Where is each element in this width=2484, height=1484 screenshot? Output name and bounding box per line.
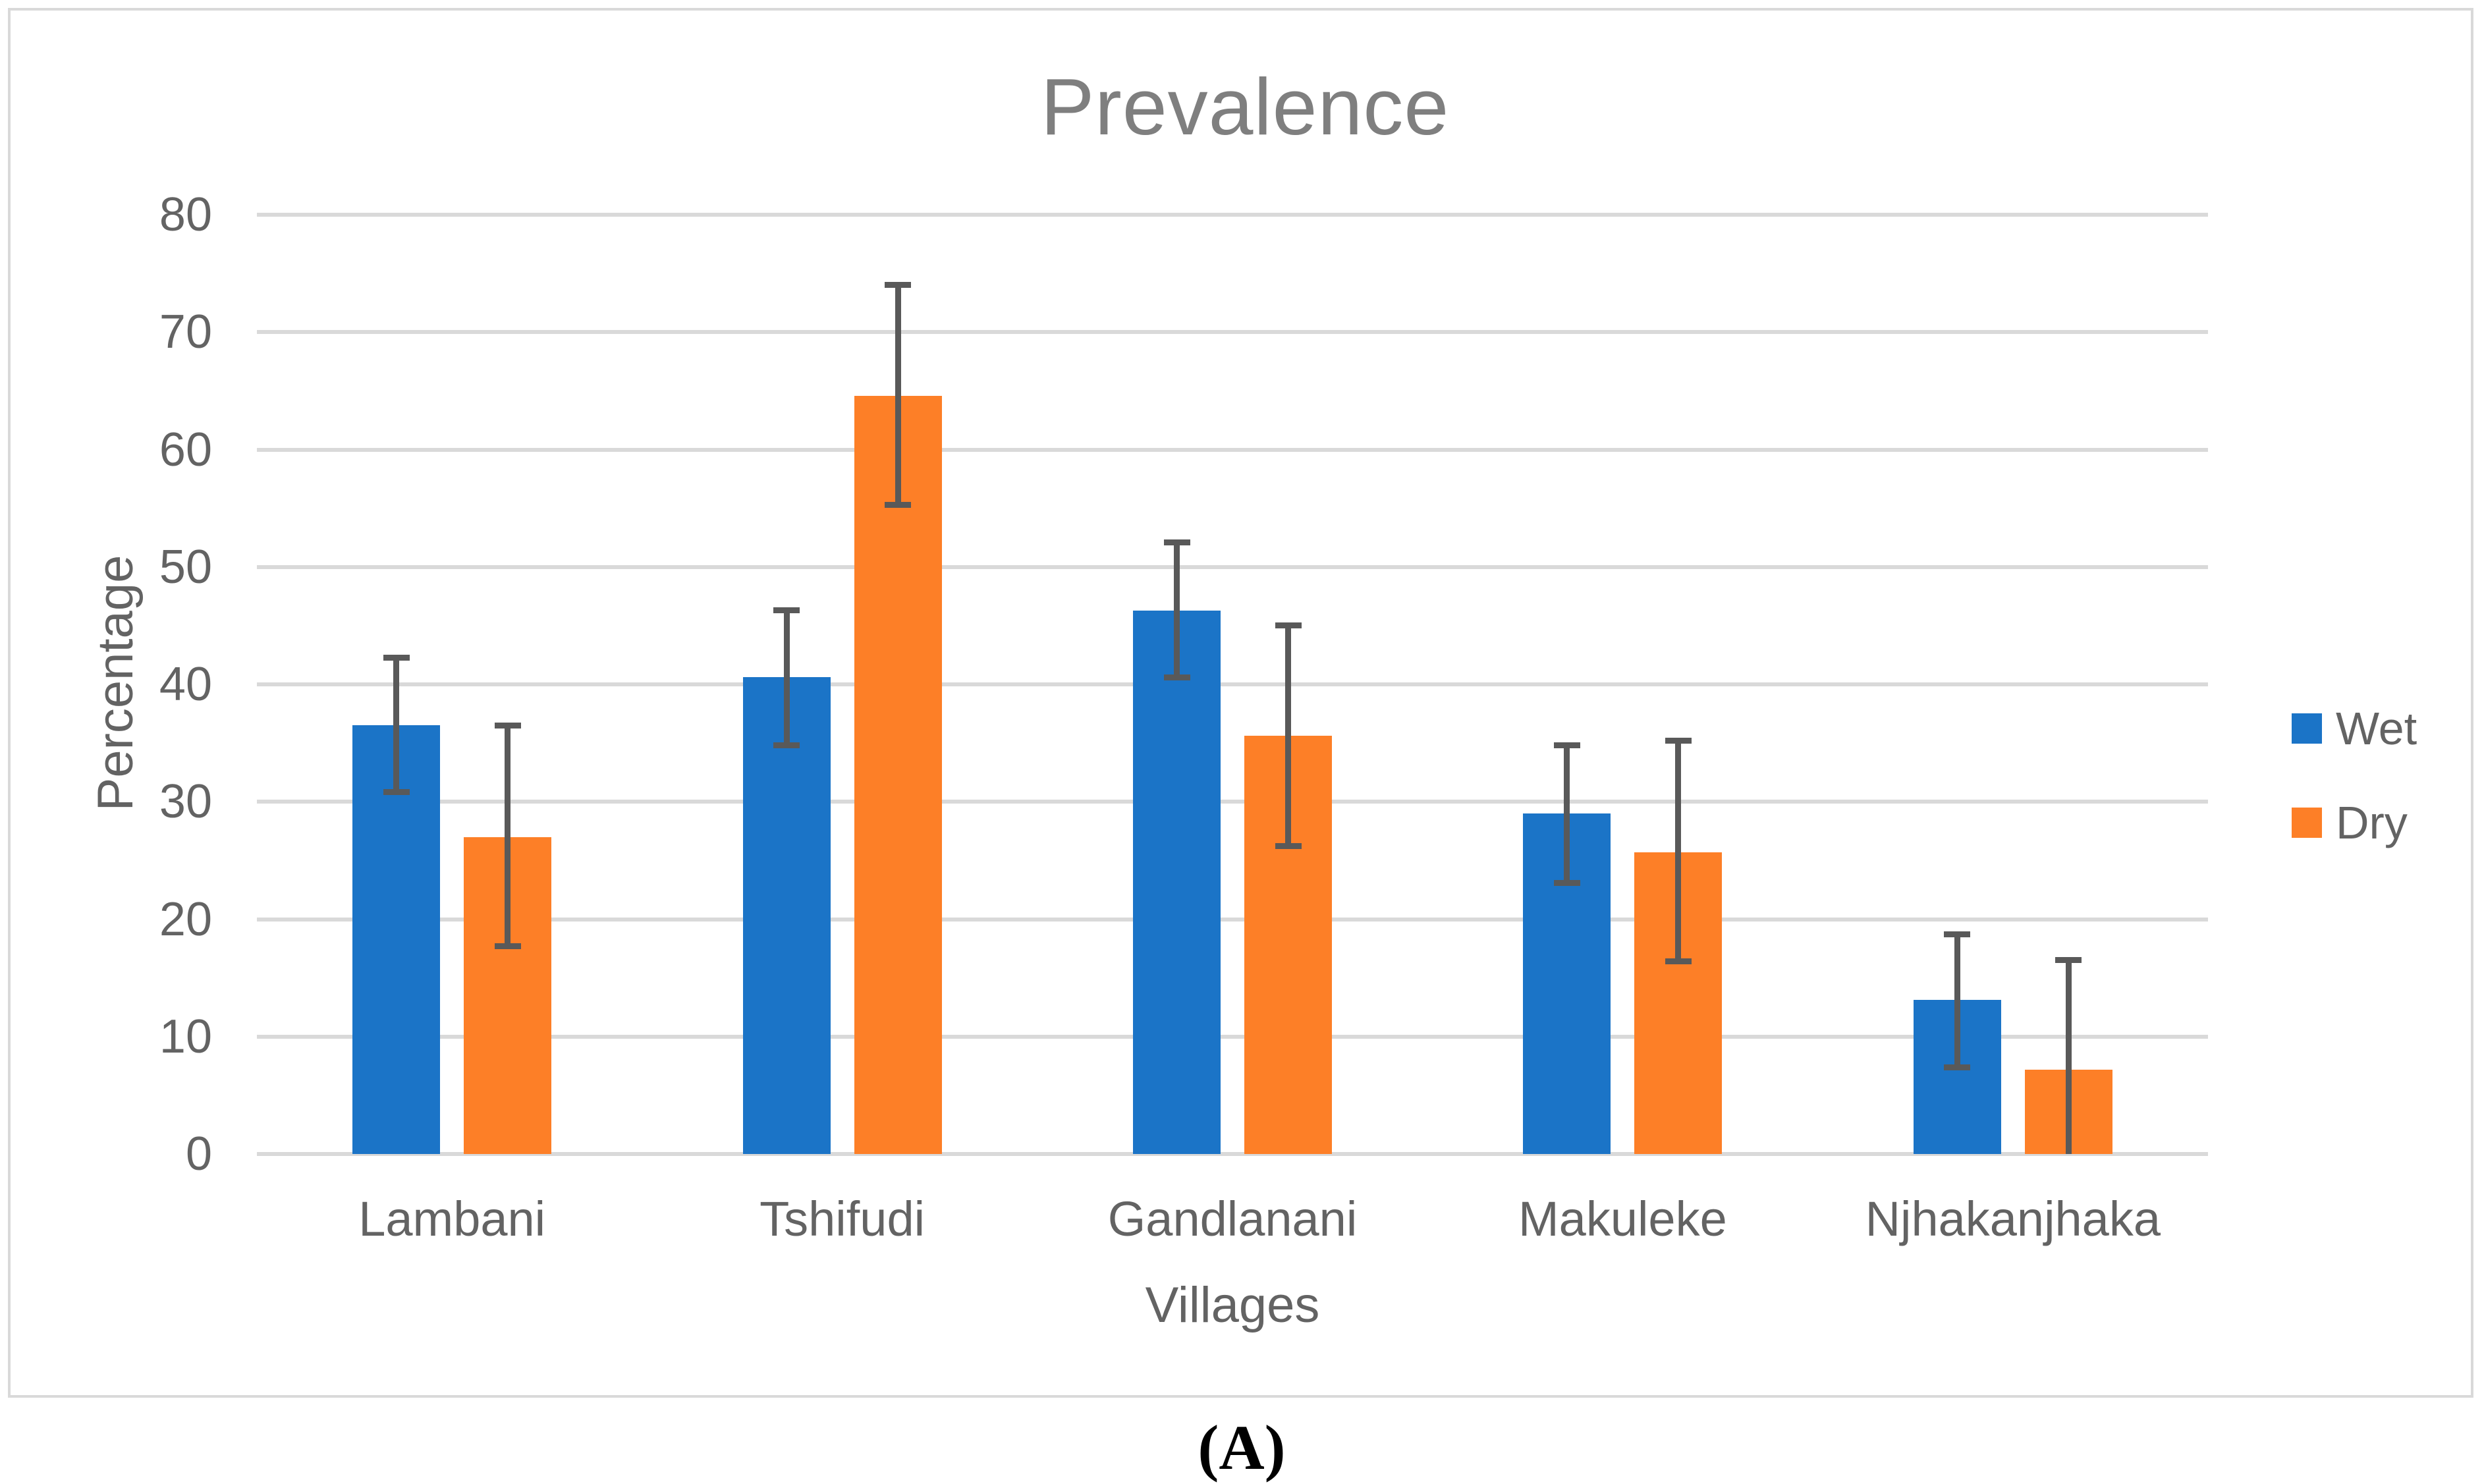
error-bar-cap (1553, 879, 1580, 886)
y-tick-label: 40 (159, 658, 212, 711)
error-bar-cap (494, 943, 521, 949)
error-bar-wet-lambani (393, 657, 400, 792)
gridline (257, 1034, 2208, 1039)
error-bar-dry-njhakanjhaka (2065, 960, 2072, 1154)
gridline (257, 447, 2208, 452)
error-bar-cap (383, 654, 410, 661)
error-bar-cap (383, 789, 410, 796)
error-bar-cap (494, 722, 521, 728)
gridline (257, 682, 2208, 686)
x-tick-label-makuleke: Makuleke (1518, 1192, 1727, 1246)
error-bar-cap (773, 607, 800, 614)
y-tick-label: 60 (159, 423, 212, 476)
legend-dry-swatch-icon (2292, 808, 2322, 838)
error-bar-cap (1275, 843, 1302, 850)
bar-dry-tshifudi (854, 395, 942, 1154)
legend-wet-label: Wet (2336, 703, 2417, 754)
gridline (257, 330, 2208, 335)
x-tick-label-tshifudi: Tshifudi (759, 1192, 925, 1246)
error-bar-cap (1163, 674, 1190, 680)
legend-wet-swatch-icon (2292, 713, 2322, 744)
x-tick-label-gandlanani: Gandlanani (1107, 1192, 1358, 1246)
gridline (257, 800, 2208, 804)
error-bar-cap (1944, 1064, 1971, 1070)
gridline (257, 564, 2208, 569)
y-tick-label: 30 (159, 775, 212, 829)
bar-wet-tshifudi (742, 677, 831, 1154)
x-tick-label-lambani: Lambani (358, 1192, 546, 1246)
error-bar-cap (1944, 931, 1971, 938)
y-tick-label: 50 (159, 540, 212, 593)
bar-wet-lambani (352, 725, 441, 1154)
error-bar-wet-njhakanjhaka (1954, 934, 1960, 1068)
error-bar-cap (773, 742, 800, 749)
error-bar-cap (885, 501, 912, 508)
y-tick-label: 0 (185, 1128, 212, 1180)
error-bar-wet-makuleke (1564, 745, 1570, 883)
legend-dry-label: Dry (2336, 797, 2408, 848)
figure-caption: (A) (1198, 1412, 1286, 1483)
error-bar-wet-gandlanani (1174, 542, 1180, 678)
error-bar-dry-makuleke (1675, 740, 1682, 962)
error-bar-cap (885, 282, 912, 289)
x-axis-title: Villages (1145, 1277, 1320, 1333)
bar-wet-gandlanani (1133, 610, 1221, 1154)
chart-frame (8, 8, 2473, 1398)
error-bar-cap (1553, 742, 1580, 749)
error-bar-cap (1665, 738, 1692, 744)
error-bar-cap (2055, 957, 2082, 964)
error-bar-cap (1665, 958, 1692, 965)
error-bar-dry-tshifudi (895, 285, 901, 505)
chart-title: Prevalence (1040, 62, 1450, 151)
y-tick-label: 70 (159, 306, 212, 359)
error-bar-dry-lambani (505, 725, 511, 947)
error-bar-cap (1163, 539, 1190, 545)
y-tick-label: 10 (159, 1010, 212, 1063)
gridline (257, 917, 2208, 921)
y-tick-label: 20 (159, 893, 212, 946)
gridline (257, 1152, 2208, 1156)
y-tick-label: 80 (159, 188, 212, 241)
error-bar-wet-tshifudi (783, 610, 790, 746)
error-bar-dry-gandlanani (1285, 625, 1291, 846)
error-bar-cap (1275, 622, 1302, 629)
x-tick-label-njhakanjhaka: Njhakanjhaka (1865, 1192, 2161, 1246)
gridline (257, 213, 2208, 217)
